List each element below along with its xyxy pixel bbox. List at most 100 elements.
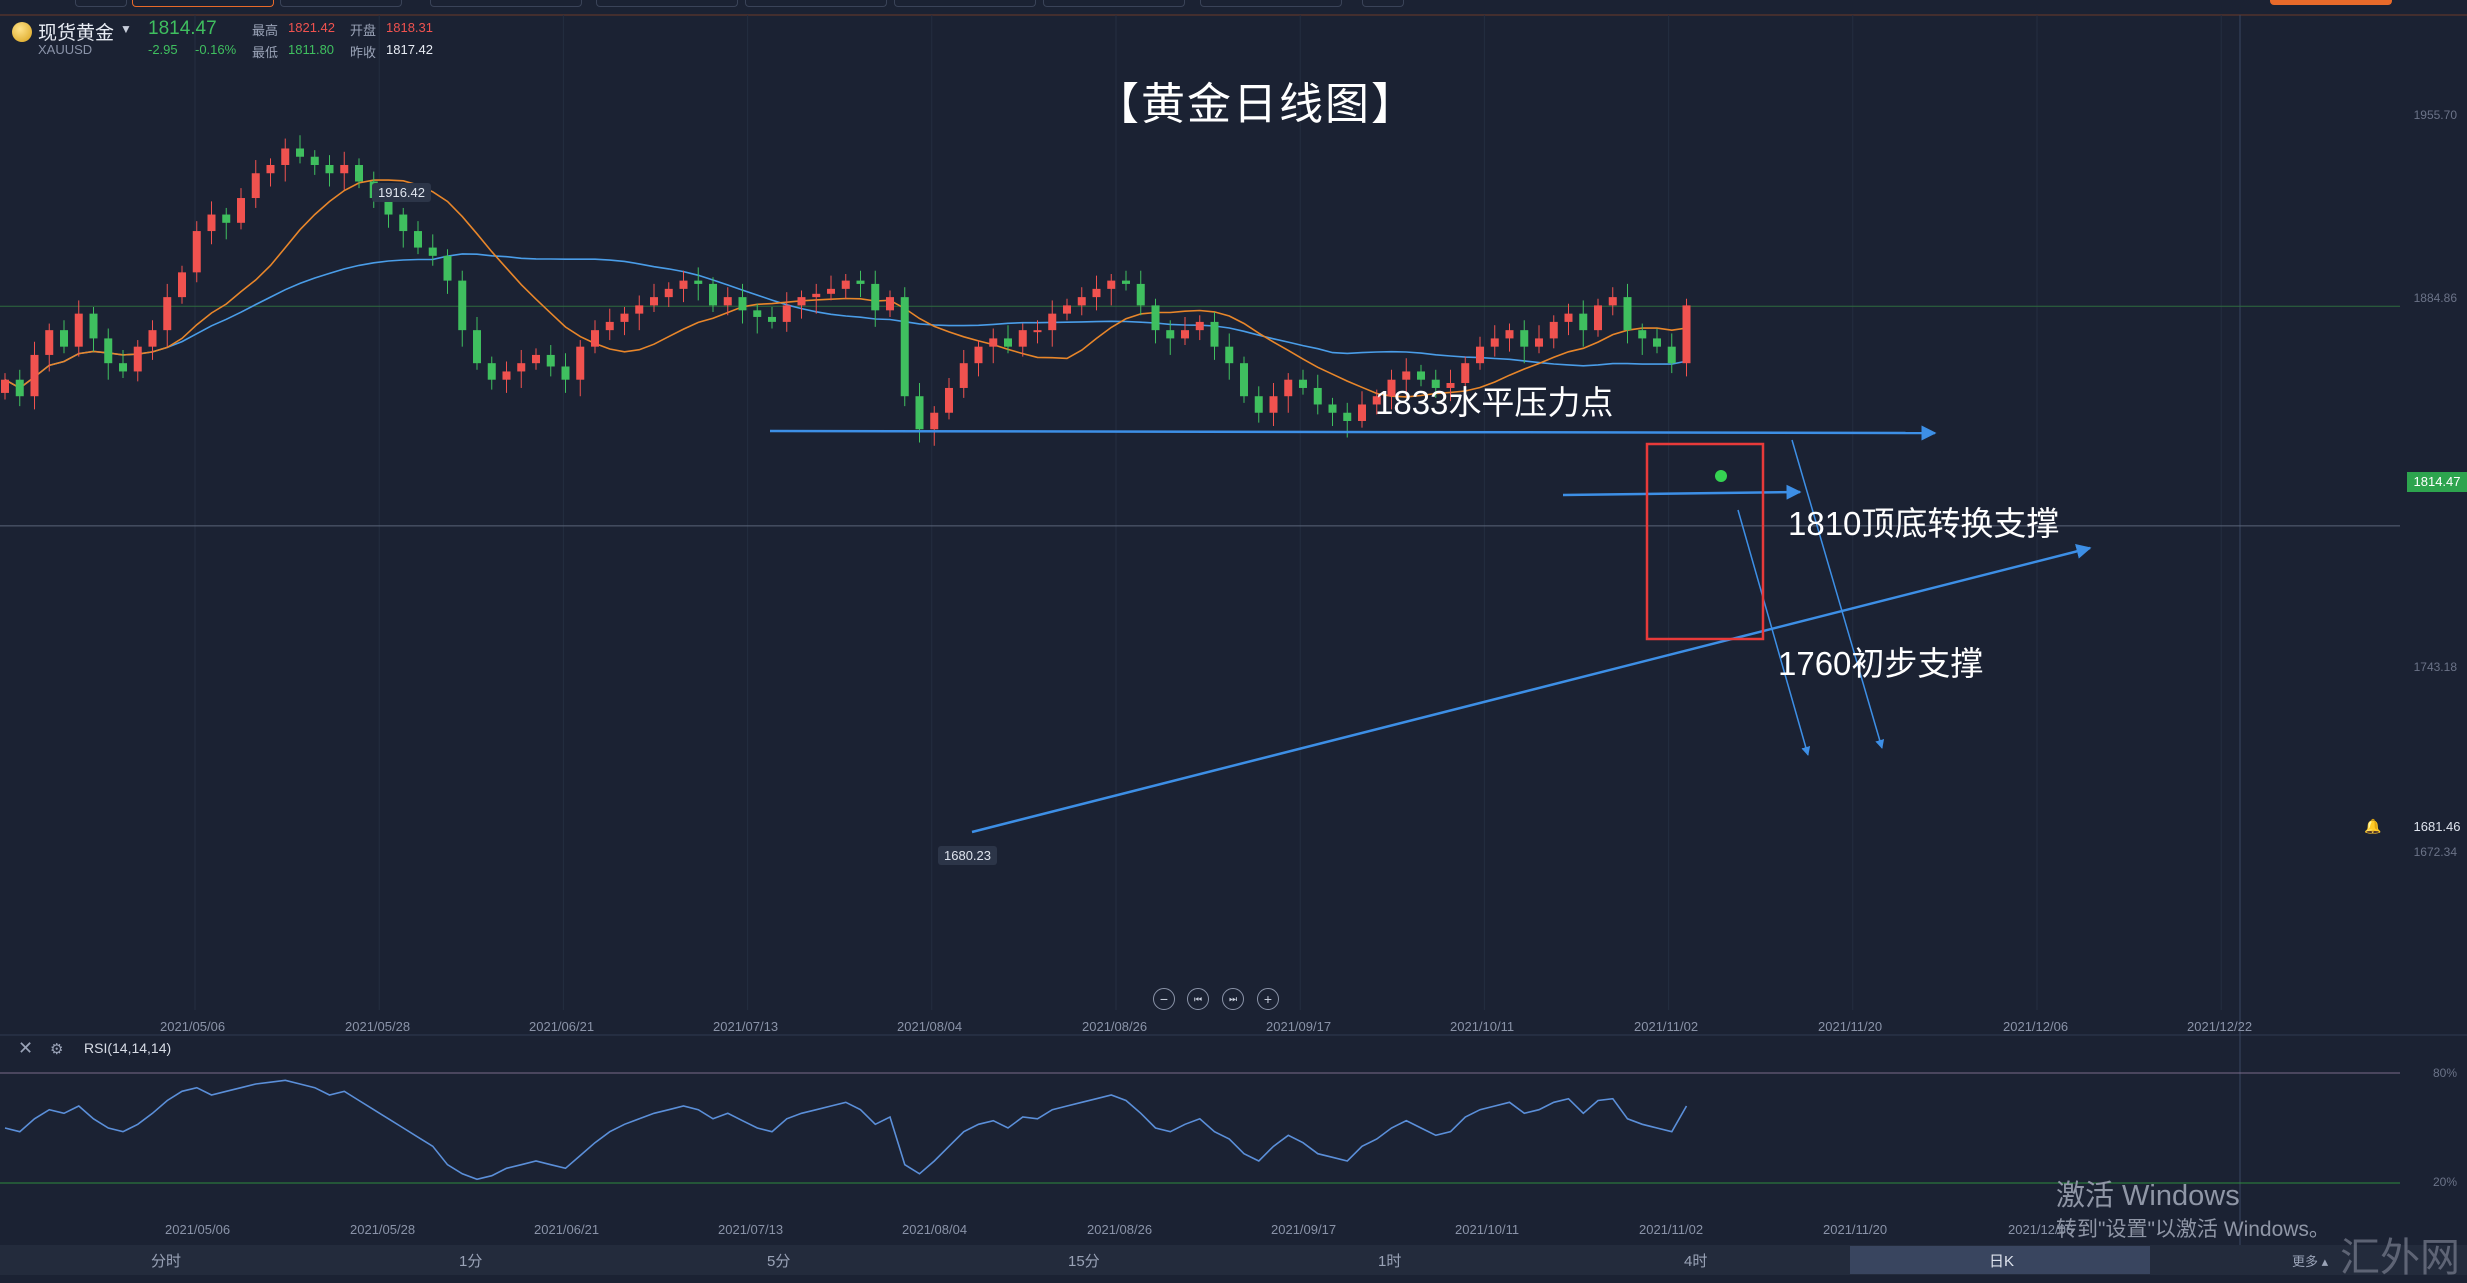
date-label: 2021/11/20 [1818, 1019, 1883, 1034]
candle-up [207, 214, 216, 232]
period-button[interactable]: 1时 [1378, 1253, 1402, 1270]
candle-up [635, 305, 644, 314]
date-label: 2021/05/06 [160, 1019, 226, 1034]
toolbar-chip[interactable] [430, 0, 582, 7]
zoom-in-button[interactable]: + [1257, 988, 1279, 1010]
rsi-80-label: 80% [2432, 1066, 2457, 1080]
candle-up [679, 280, 688, 289]
price-tick: 1672.34 [2413, 845, 2457, 859]
candle-up [281, 148, 290, 165]
candle-down [355, 164, 363, 182]
toolbar-chip[interactable] [894, 0, 1036, 7]
candle-up [782, 305, 791, 322]
candle-down [1151, 305, 1160, 331]
candle-down [443, 255, 452, 281]
candle-up [1358, 404, 1366, 421]
candle-up [1682, 305, 1691, 364]
more-button[interactable]: 更多 ▴ [2292, 1254, 2329, 1269]
price-change: -2.95 [148, 42, 178, 57]
toolbar-chip[interactable] [1200, 0, 1342, 7]
high-value: 1821.42 [288, 20, 335, 35]
candle-up [133, 346, 142, 372]
toolbar-chip[interactable] [1362, 0, 1404, 7]
period-button[interactable]: 分时 [151, 1253, 182, 1270]
rsi-date-label: 2021/06/21 [534, 1222, 600, 1237]
candle-up [1195, 321, 1204, 331]
candle-up [1490, 338, 1499, 347]
rsi-date-label: 2021/08/04 [902, 1222, 968, 1237]
date-label: 2021/08/26 [1082, 1019, 1148, 1034]
candle-up [1387, 379, 1396, 397]
candle-up [650, 297, 658, 306]
chevron-down-icon[interactable]: ▼ [120, 22, 132, 36]
candle-down [89, 313, 98, 339]
candle-up [812, 293, 821, 298]
chart-title: 【黄金日线图】 [1095, 80, 1417, 129]
candle-down [119, 363, 127, 372]
rsi-date-label: 2021/11/02 [1639, 1222, 1704, 1237]
candle-up [266, 164, 275, 174]
site-watermark: 汇外网 [2340, 1235, 2460, 1281]
period-button[interactable]: 4时 [1684, 1253, 1708, 1270]
toolbar-chip[interactable] [596, 0, 738, 7]
toolbar-chip[interactable] [1043, 0, 1185, 7]
symbol-name[interactable]: 现货黄金 [38, 23, 115, 44]
candle-up [1063, 305, 1071, 314]
period-active-bg [1850, 1246, 2150, 1274]
candle-down [458, 280, 467, 331]
scroll-back-button[interactable]: ⏮ [1187, 988, 1209, 1010]
period-button-active[interactable]: 日K [1989, 1253, 2015, 1270]
candle-up [930, 412, 939, 430]
period-button[interactable]: 15分 [1068, 1253, 1100, 1270]
annotation-resistance: 1833水平压力点 [1375, 384, 1614, 421]
candle-down [473, 330, 481, 364]
candle-up [723, 297, 732, 306]
rsi-date-label: 2021/10/11 [1455, 1222, 1520, 1237]
date-label: 2021/07/13 [713, 1019, 779, 1034]
high-label: 最高 [252, 23, 279, 38]
last-price: 1814.47 [148, 18, 217, 39]
candle-down [1328, 404, 1337, 413]
candle-down [1210, 321, 1219, 347]
candle-up [1505, 330, 1514, 339]
annotation-support-1760: 1760初步支撑 [1778, 645, 1984, 682]
candle-down [104, 338, 113, 364]
candle-up [148, 330, 157, 347]
toolbar-chip[interactable] [745, 0, 887, 7]
candle-down [325, 164, 334, 174]
close-icon[interactable]: ✕ [18, 1038, 34, 1058]
candle-down [871, 283, 880, 311]
toolbar-chip-active[interactable] [132, 0, 274, 7]
rsi-date-label: 2021/08/26 [1087, 1222, 1153, 1237]
price-change-pct: -0.16% [195, 42, 237, 57]
candle-down [1254, 396, 1263, 413]
price-chart[interactable] [0, 0, 2467, 1245]
period-button[interactable]: 5分 [767, 1253, 791, 1270]
symbol-code: XAUUSD [38, 42, 93, 57]
toolbar-chip[interactable] [75, 0, 127, 7]
period-button[interactable]: 1分 [459, 1253, 483, 1270]
highlight-box [1645, 442, 1765, 641]
prev-close-label: 昨收 [350, 45, 377, 60]
candle-down [310, 156, 319, 165]
toolbar-accent[interactable] [2270, 0, 2392, 5]
candle-down [1653, 338, 1661, 347]
candle-up [605, 321, 614, 331]
candle-down [1166, 330, 1175, 339]
price-tick: 1884.86 [2413, 291, 2457, 305]
candle-up [1594, 305, 1602, 331]
gear-icon[interactable]: ⚙ [50, 1041, 64, 1058]
date-label: 2021/06/21 [529, 1019, 595, 1034]
candle-up [974, 346, 983, 364]
candle-down [1417, 371, 1425, 380]
current-price-tag: 1814.47 [2407, 472, 2467, 492]
scroll-forward-button[interactable]: ⏭ [1222, 988, 1244, 1010]
rsi-date-label: 2021/07/13 [718, 1222, 784, 1237]
toolbar-chip[interactable] [280, 0, 402, 7]
down-arrow-left [1737, 509, 1811, 756]
bell-icon[interactable]: 🔔 [2364, 818, 2382, 834]
candle-down [1225, 346, 1234, 364]
candle-down [915, 396, 924, 430]
zoom-out-button[interactable]: − [1153, 988, 1175, 1010]
candle-up [502, 371, 511, 380]
